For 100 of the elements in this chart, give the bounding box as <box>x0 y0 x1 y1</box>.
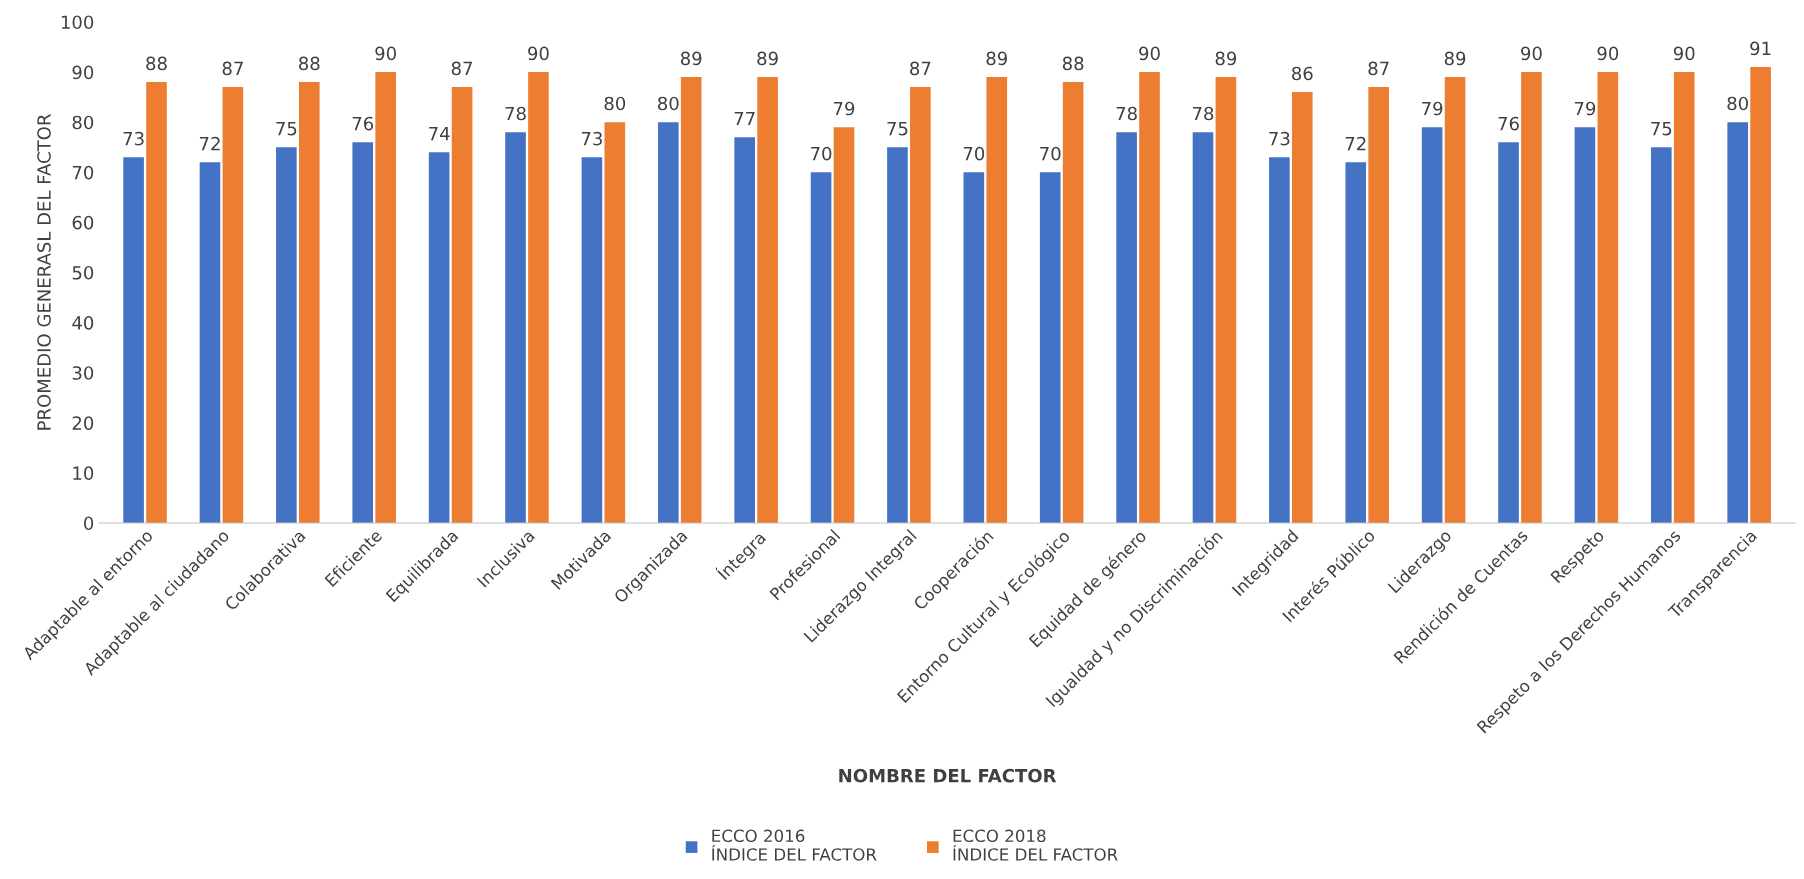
data-label: 72 <box>1345 136 1366 151</box>
data-label: 89 <box>680 51 702 66</box>
y-axis-title: PROMEDIO GENERASL DEL FACTOR <box>37 114 51 430</box>
data-label: 75 <box>1651 121 1672 136</box>
data-label: 78 <box>1192 106 1214 121</box>
y-tick-label: 40 <box>72 316 94 330</box>
y-tick-label: 10 <box>73 466 94 481</box>
data-label: 80 <box>658 96 679 111</box>
bar <box>1727 122 1748 523</box>
data-label: 70 <box>811 146 832 161</box>
data-label: 76 <box>352 116 374 131</box>
data-label: 89 <box>986 51 1007 66</box>
bar <box>428 152 450 523</box>
data-label: 87 <box>451 61 472 76</box>
bar <box>528 72 549 523</box>
bar <box>352 142 374 523</box>
y-tick-label: 80 <box>72 115 94 130</box>
legend-label: ECCO 2016 ÍNDICE DEL FACTOR <box>712 829 877 861</box>
data-label: 87 <box>910 61 931 76</box>
bar <box>680 77 702 523</box>
bar <box>1039 172 1061 523</box>
bar <box>1498 142 1519 523</box>
data-label: 80 <box>1727 96 1748 111</box>
bar <box>1650 147 1672 523</box>
y-tick-label: 30 <box>72 366 94 380</box>
data-label: 79 <box>1422 101 1443 116</box>
y-tick-label: 50 <box>72 265 94 280</box>
bar <box>298 82 320 523</box>
y-tick-label: 60 <box>72 215 94 230</box>
y-tick-label: 70 <box>72 165 94 180</box>
bar <box>146 82 167 523</box>
bar <box>657 122 679 523</box>
bar <box>1192 132 1214 523</box>
bar <box>1139 72 1160 523</box>
bar <box>1574 127 1596 523</box>
data-label: 90 <box>1597 46 1619 61</box>
bar <box>375 72 396 523</box>
data-label: 72 <box>199 136 220 151</box>
data-label: 88 <box>299 56 320 71</box>
data-label: 70 <box>963 146 985 161</box>
y-tick-label: 0 <box>84 516 94 531</box>
bar <box>123 157 144 523</box>
bar <box>1421 127 1443 523</box>
bar <box>734 137 755 523</box>
data-label: 80 <box>604 96 626 111</box>
data-label: 87 <box>222 61 243 76</box>
bar <box>451 87 473 523</box>
bar <box>1291 92 1313 523</box>
data-label: 87 <box>1368 61 1389 76</box>
bar <box>1269 157 1290 523</box>
bar <box>505 132 526 523</box>
data-label: 78 <box>505 106 526 121</box>
y-tick-label: 20 <box>72 416 94 430</box>
data-label: 73 <box>123 131 144 146</box>
data-label: 79 <box>833 101 855 116</box>
bar <box>810 172 832 523</box>
data-label: 70 <box>1040 146 1061 161</box>
data-label: 79 <box>1574 101 1596 116</box>
bar <box>986 77 1008 523</box>
bar <box>1062 82 1084 523</box>
data-label: 89 <box>757 51 778 66</box>
data-label: 91 <box>1750 41 1771 56</box>
bar <box>1368 87 1389 523</box>
data-label: 74 <box>429 126 450 141</box>
data-label: 73 <box>1269 131 1290 146</box>
bar <box>1116 132 1137 523</box>
bar <box>963 172 985 523</box>
x-axis-title: NOMBRE DEL FACTOR <box>839 768 1057 783</box>
bar <box>1521 72 1542 523</box>
data-label: 88 <box>1062 56 1084 71</box>
bar <box>1215 77 1237 523</box>
data-label: 89 <box>1444 51 1466 66</box>
data-label: 90 <box>1673 46 1695 61</box>
bar <box>222 87 244 523</box>
bar <box>1345 162 1367 523</box>
bar <box>581 157 603 523</box>
bar <box>199 162 221 523</box>
data-label: 75 <box>276 121 297 136</box>
bar <box>1750 67 1771 523</box>
bar <box>276 147 297 523</box>
data-label: 90 <box>375 46 396 61</box>
data-label: 88 <box>146 56 167 71</box>
data-label: 90 <box>1139 46 1160 61</box>
y-tick-label: 100 <box>61 15 94 30</box>
data-label: 90 <box>528 46 549 61</box>
bar <box>1597 72 1619 523</box>
bar <box>910 87 931 523</box>
legend-label: ECCO 2018 ÍNDICE DEL FACTOR <box>953 829 1118 861</box>
bar <box>833 127 855 523</box>
y-tick-label: 90 <box>72 65 94 80</box>
data-label: 77 <box>734 111 755 126</box>
bar <box>887 147 908 523</box>
bar <box>1673 72 1695 523</box>
data-label: 75 <box>887 121 908 136</box>
bar <box>604 122 626 523</box>
data-label: 86 <box>1292 66 1313 81</box>
data-label: 89 <box>1215 51 1237 66</box>
data-label: 73 <box>581 131 602 146</box>
data-label: 76 <box>1498 116 1519 131</box>
data-label: 90 <box>1521 46 1542 61</box>
